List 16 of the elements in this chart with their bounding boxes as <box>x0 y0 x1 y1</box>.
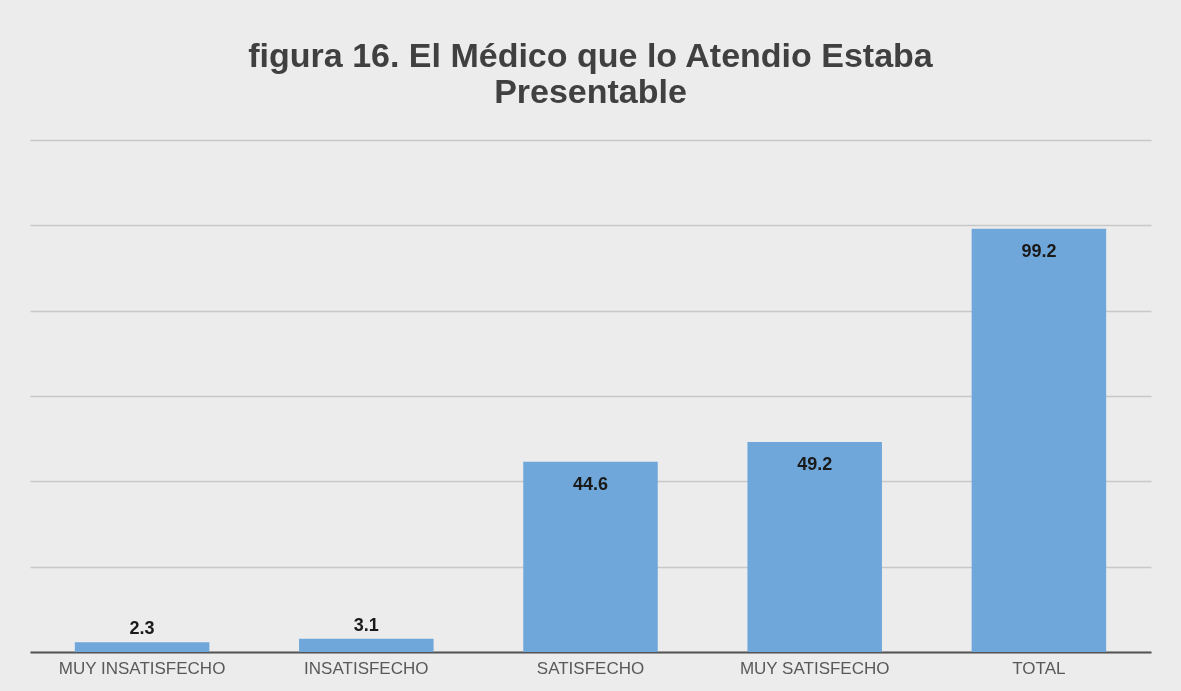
bar <box>74 642 210 652</box>
x-tick-label: INSATISFECHO <box>304 658 429 678</box>
data-label: 44.6 <box>572 473 609 494</box>
x-tick-label: MUY INSATISFECHO <box>58 658 226 678</box>
data-label: 2.3 <box>129 618 155 639</box>
bar <box>523 461 658 652</box>
x-tick-label: MUY SATISFECHO <box>739 658 890 678</box>
data-label: 49.2 <box>797 454 833 475</box>
x-tick-label: SATISFECHO <box>536 658 645 678</box>
chart-title: figura 16. El Médico que lo Atendio Estaba Presentable <box>248 36 934 110</box>
data-label: 99.2 <box>1021 240 1057 261</box>
bar <box>747 442 882 652</box>
bar <box>971 228 1107 652</box>
x-tick-label: TOTAL <box>1012 658 1066 678</box>
data-label: 3.1 <box>353 614 379 635</box>
bar <box>299 638 434 652</box>
